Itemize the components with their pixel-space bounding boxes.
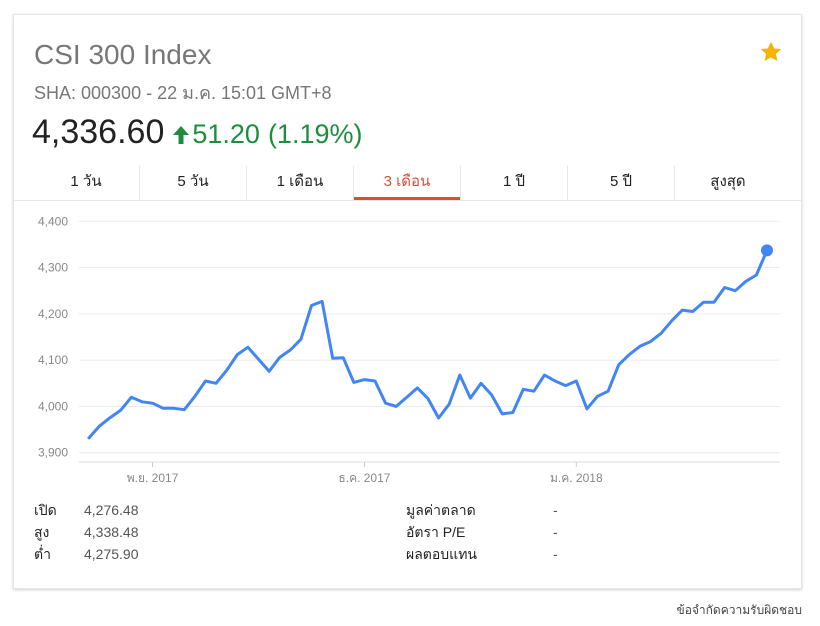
stat-market-cap: มูลค่าตลาด - [406, 499, 558, 521]
stat-high: สูง 4,338.48 [34, 521, 139, 543]
stat-value: - [553, 546, 558, 562]
y-tick-label: 4,400 [38, 214, 68, 228]
stock-card: CSI 300 Index SHA: 000300 - 22 ม.ค. 15:0… [13, 14, 802, 589]
y-tick-label: 4,100 [38, 353, 68, 367]
stat-pe-ratio: อัตรา P/E - [406, 521, 558, 543]
tab-1-year[interactable]: 1 ปี [461, 166, 568, 200]
stat-low: ต่ำ 4,275.90 [34, 543, 139, 565]
disclaimer-link[interactable]: ข้อจำกัดความรับผิดชอบ [676, 603, 802, 617]
stat-label: ผลตอบแทน [406, 546, 477, 562]
tab-3-months[interactable]: 3 เดือน [354, 166, 461, 200]
change-percent: (1.19%) [267, 119, 363, 149]
y-tick-label: 4,000 [38, 399, 68, 413]
price-change: 51.20 (1.19%) [172, 119, 362, 150]
stat-value: 4,275.90 [84, 546, 139, 562]
x-tick-label: ม.ค. 2018 [550, 471, 603, 485]
star-icon[interactable] [758, 39, 784, 65]
stat-label: ต่ำ [34, 546, 51, 562]
stat-yield: ผลตอบแทน - [406, 543, 558, 565]
stat-value: 4,338.48 [84, 524, 139, 540]
tab-5-days[interactable]: 5 วัน [140, 166, 247, 200]
stats-right: มูลค่าตลาด - อัตรา P/E - ผลตอบแทน - [406, 499, 558, 565]
change-value: 51.20 [192, 119, 260, 149]
tab-max[interactable]: สูงสุด [710, 173, 746, 190]
stat-label: อัตรา P/E [406, 524, 466, 540]
tabs-divider [14, 200, 801, 201]
index-title: CSI 300 Index [34, 39, 212, 70]
stat-label: มูลค่าตลาด [406, 502, 476, 518]
stat-value: 4,276.48 [84, 502, 139, 518]
tab-1-day[interactable]: 1 วัน [33, 166, 140, 200]
stat-label: เปิด [34, 502, 57, 518]
stat-label: สูง [34, 524, 50, 540]
y-tick-label: 3,900 [38, 446, 68, 460]
stat-open: เปิด 4,276.48 [34, 499, 139, 521]
tab-5-years[interactable]: 5 ปี [568, 166, 675, 200]
y-tick-label: 4,300 [38, 261, 68, 275]
price-chart[interactable]: 3,900 4,000 4,100 4,200 4,300 4,400 พ.ย. 2017 ธ… [14, 15, 801, 485]
current-point [761, 244, 773, 257]
stat-value: - [553, 524, 558, 540]
y-tick-label: 4,200 [38, 307, 68, 321]
price-row: 4,336.60 51.20 (1.19%) [32, 113, 362, 152]
stat-value: - [553, 502, 558, 518]
stats-left: เปิด 4,276.48 สูง 4,338.48 ต่ำ 4,275.90 [34, 499, 139, 565]
range-tabs: 1 วัน 5 วัน 1 เดือน 3 เดือน 1 ปี 5 ปี สู… [33, 166, 781, 200]
x-tick-label: พ.ย. 2017 [127, 471, 179, 485]
tab-1-month[interactable]: 1 เดือน [247, 166, 354, 200]
index-subtitle: SHA: 000300 - 22 ม.ค. 15:01 GMT+8 [34, 83, 332, 103]
x-tick-label: ธ.ค. 2017 [338, 471, 390, 485]
arrow-up-icon [173, 125, 190, 144]
price-line [87, 248, 769, 440]
current-price: 4,336.60 [32, 113, 165, 151]
